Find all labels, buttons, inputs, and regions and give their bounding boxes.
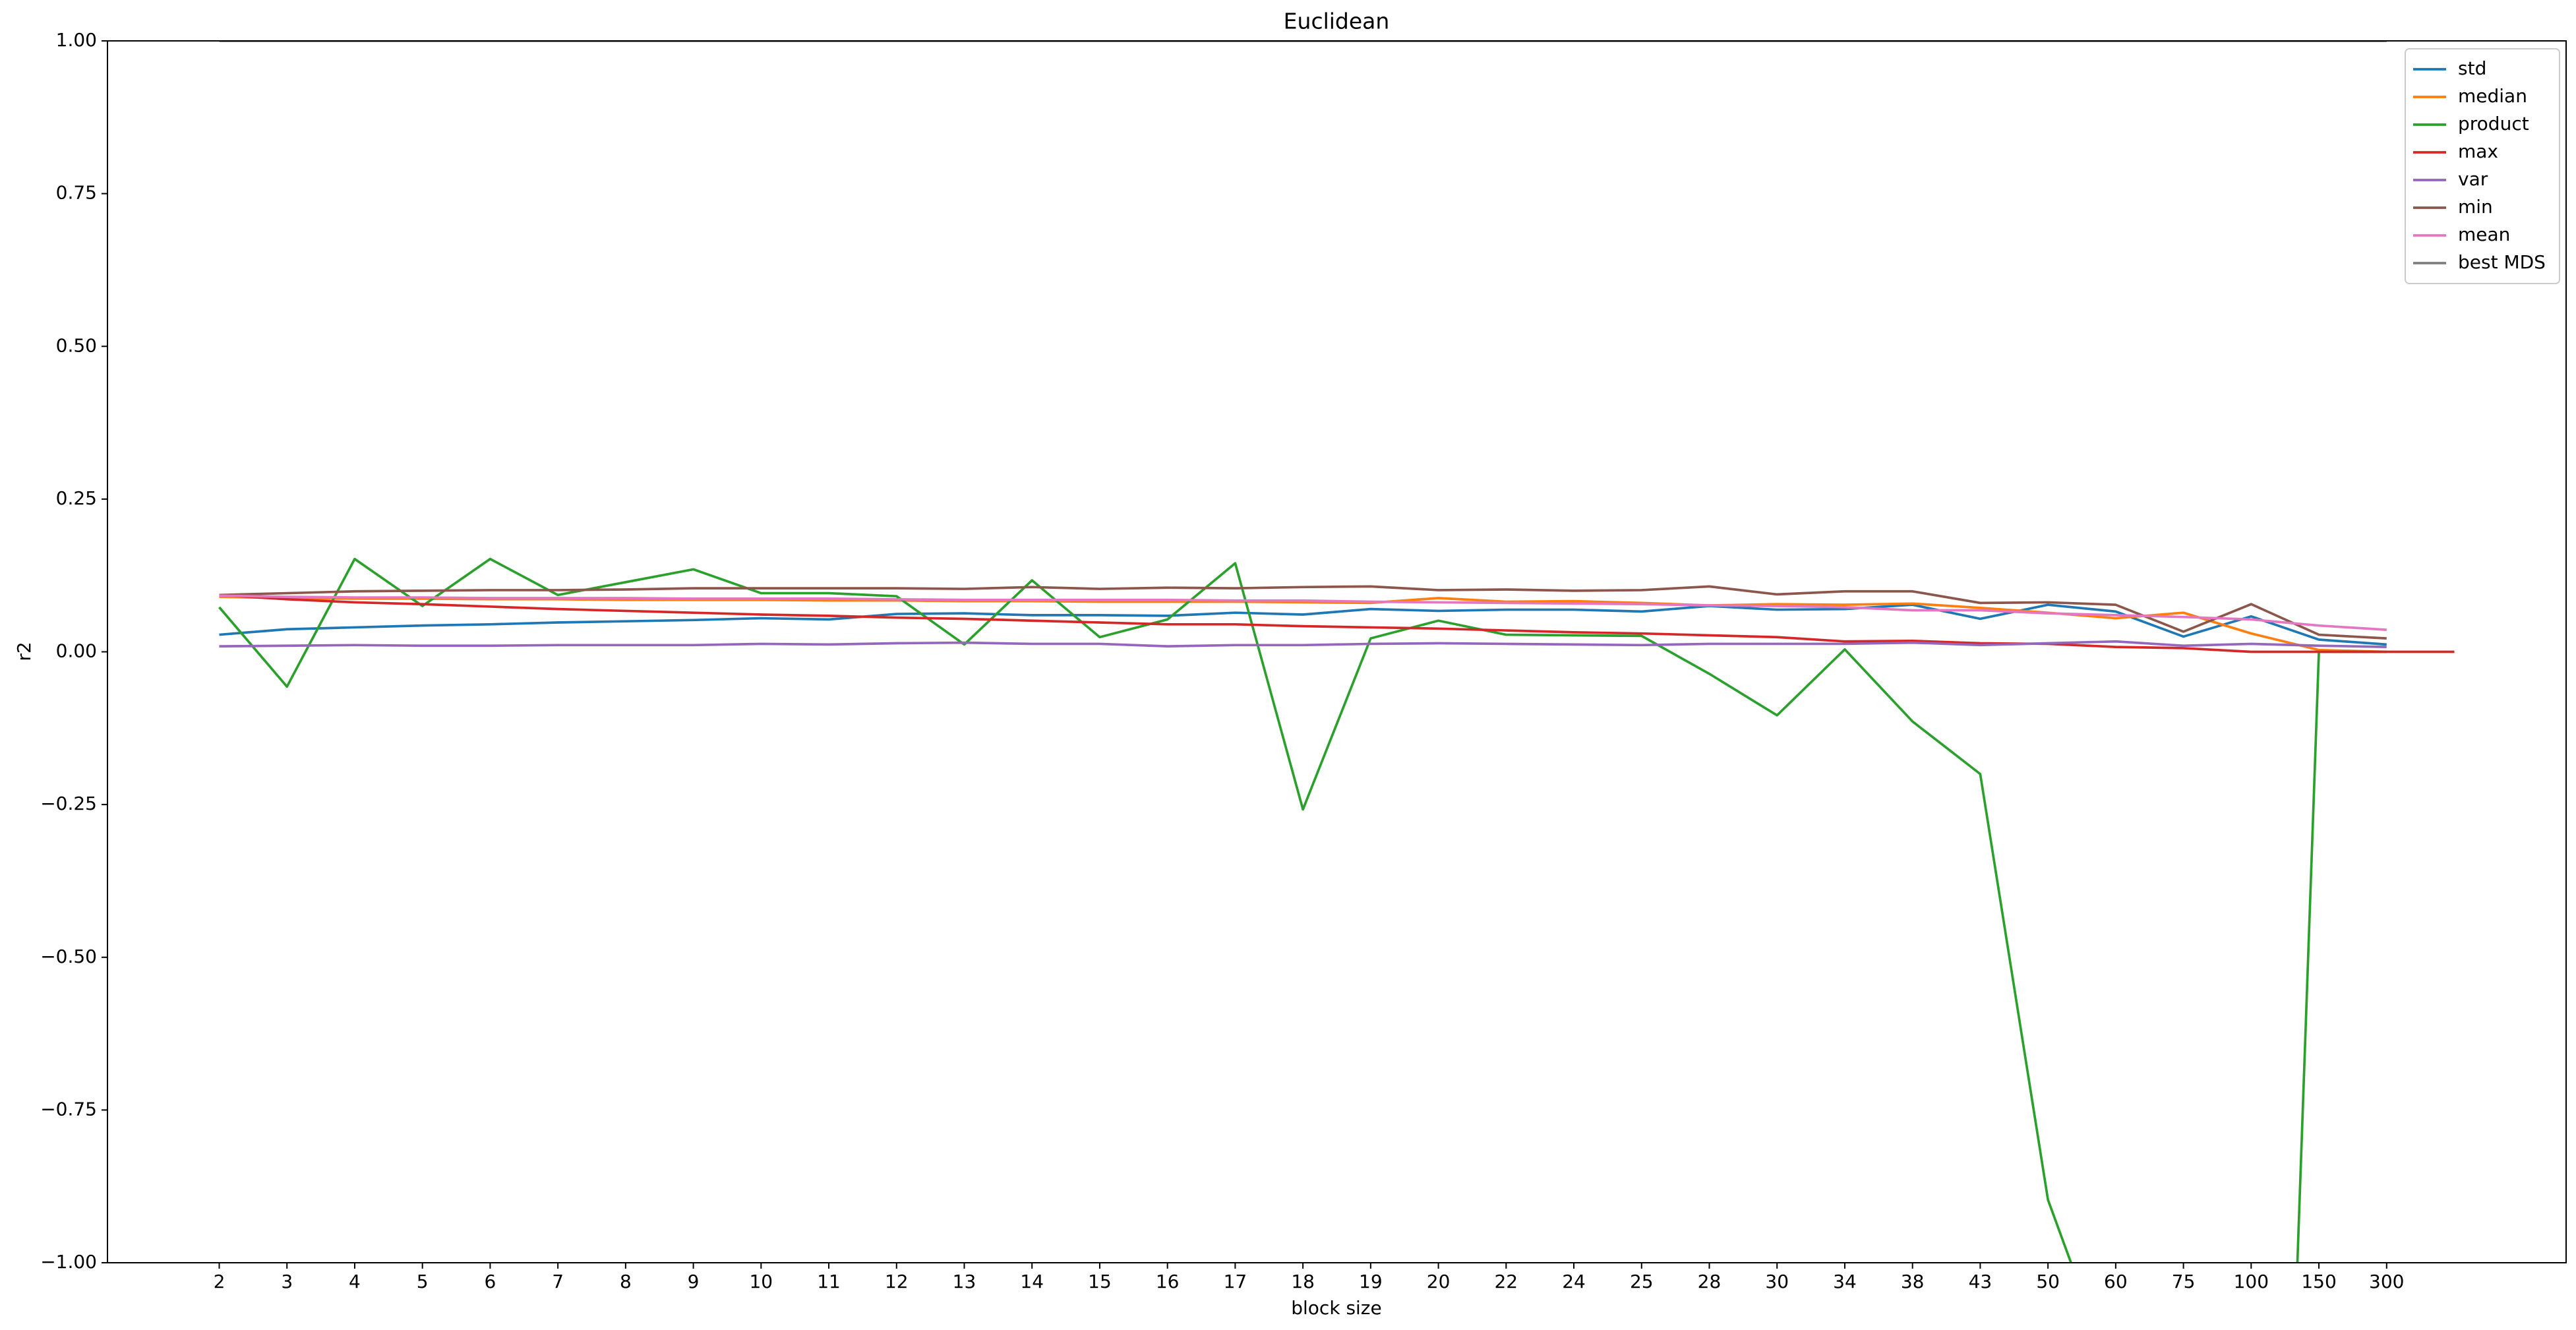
x-tick-label: 11 (817, 1271, 841, 1292)
line-series (219, 594, 2387, 631)
x-tick-label: 16 (1156, 1271, 1180, 1292)
x-tick-label: 14 (1020, 1271, 1044, 1292)
x-tick-label: 19 (1359, 1271, 1383, 1292)
x-tick-label: 15 (1088, 1271, 1112, 1292)
x-tick-label: 4 (349, 1271, 361, 1292)
x-tick-label: 3 (281, 1271, 293, 1292)
legend-label: mean (2458, 224, 2510, 245)
x-tick-label: 38 (1901, 1271, 1925, 1292)
line-series (219, 585, 2387, 640)
x-tick-label: 43 (1969, 1271, 1992, 1292)
x-tick-label: 13 (953, 1271, 976, 1292)
y-tick-label: 0.50 (56, 334, 97, 356)
x-tick-label: 100 (2234, 1271, 2269, 1292)
y-tick-label: −0.50 (40, 946, 97, 967)
legend-label: min (2458, 196, 2493, 218)
legend-label: best MDS (2458, 251, 2546, 273)
x-tick-label: 300 (2369, 1271, 2404, 1292)
x-tick-label: 6 (484, 1271, 496, 1292)
y-tick-label: −0.25 (40, 793, 97, 814)
x-tick-label: 25 (1630, 1271, 1654, 1292)
x-tick-label: 24 (1562, 1271, 1586, 1292)
y-tick-label: −0.75 (40, 1098, 97, 1120)
line-series (219, 595, 2387, 653)
line-series (219, 640, 2387, 648)
chart-title: Euclidean (1284, 9, 1390, 34)
x-tick-label: 5 (417, 1271, 429, 1292)
x-axis-label: block size (1291, 1297, 1381, 1319)
x-tick-label: 8 (620, 1271, 632, 1292)
x-tick-label: 30 (1765, 1271, 1789, 1292)
x-tick-label: 28 (1698, 1271, 1722, 1292)
x-tick-label: 17 (1224, 1271, 1247, 1292)
x-tick-label: 9 (688, 1271, 700, 1292)
line-series (219, 593, 2455, 653)
x-tick-label: 75 (2172, 1271, 2196, 1292)
legend-label: max (2458, 140, 2498, 162)
y-axis-label: r2 (13, 642, 35, 661)
x-tick-label: 10 (749, 1271, 773, 1292)
legend-label: var (2458, 168, 2488, 190)
y-tick-label: 0.75 (56, 182, 97, 204)
axes-frame (107, 40, 2567, 1263)
legend-label: product (2458, 113, 2529, 135)
y-tick-label: 0.00 (56, 640, 97, 662)
legend-box (2405, 48, 2560, 284)
x-tick-label: 34 (1833, 1271, 1857, 1292)
y-tick-label: −1.00 (40, 1251, 97, 1273)
legend-label: median (2458, 85, 2527, 107)
x-tick-label: 22 (1494, 1271, 1518, 1292)
legend-label: std (2458, 57, 2486, 79)
line-series (219, 603, 2387, 646)
y-tick-label: 1.00 (56, 29, 97, 51)
x-tick-label: 20 (1427, 1271, 1451, 1292)
plot-area (218, 41, 2455, 1263)
x-tick-label: 60 (2104, 1271, 2128, 1292)
x-tick-label: 7 (552, 1271, 564, 1292)
x-tick-label: 12 (885, 1271, 909, 1292)
x-tick-label: 50 (2036, 1271, 2060, 1292)
y-tick-label: 0.25 (56, 487, 97, 509)
x-tick-label: 150 (2301, 1271, 2336, 1292)
x-tick-label: 18 (1291, 1271, 1315, 1292)
x-tick-label: 2 (214, 1271, 225, 1292)
